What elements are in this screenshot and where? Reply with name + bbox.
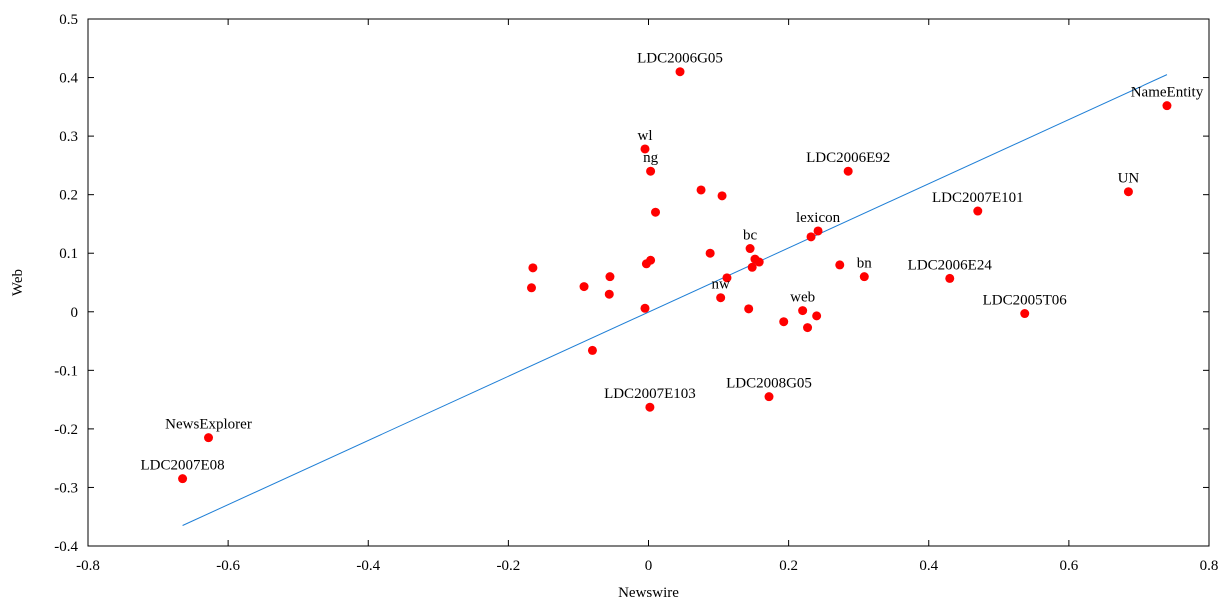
x-tick-label: -0.2 [497,558,521,574]
x-tick-label: -0.8 [76,558,100,574]
y-tick-label: 0.2 [59,188,78,204]
point-label: bn [857,256,873,272]
data-point [716,293,726,303]
data-point [705,248,715,258]
data-point [651,207,661,217]
data-point [722,273,732,283]
y-tick-label: 0.1 [59,246,78,262]
data-point [604,289,614,299]
point-label: NameEntity [1131,85,1204,101]
data-point [640,303,650,313]
y-tick-label: 0 [71,305,79,321]
point-label: LDC2006G05 [637,51,723,67]
point-label: LDC2005T06 [983,293,1068,309]
data-point [764,392,774,402]
y-tick-label: -0.3 [54,480,78,496]
data-point [754,257,764,267]
point-label: NewsExplorer [165,417,252,433]
data-point [579,282,589,292]
x-axis-ticks: -0.8 -0.6 -0.4 -0.2 0 0.2 0.4 0.6 0.8 [76,19,1218,574]
data-point [717,191,727,201]
data-point [803,323,813,333]
data-point [806,232,816,242]
point-labels: LDC2006G05 NameEntity wl ng LDC2006E92 UN LDC2… [140,51,1203,474]
point-label: LDC2007E101 [932,190,1024,206]
data-point [178,474,188,484]
y-axis-ticks: -0.4 -0.3 -0.2 -0.1 0 0.1 0.2 0.3 0.4 0.5 [54,12,1209,555]
point-label: lexicon [796,210,841,226]
point-label: LDC2006E92 [806,150,890,166]
point-label: nw [711,277,730,293]
point-label: wl [637,128,652,144]
point-label: ng [643,150,659,166]
data-point [1020,309,1030,319]
point-label: LDC2007E08 [140,458,224,474]
x-tick-label: 0.2 [779,558,798,574]
data-point [747,262,757,272]
data-point [204,433,214,443]
data-point [641,259,651,269]
y-tick-label: -0.4 [54,539,78,555]
x-tick-label: 0 [645,558,653,574]
data-point [835,260,845,270]
y-tick-label: -0.1 [54,363,78,379]
data-points [178,67,1172,484]
data-point [813,226,823,236]
x-tick-label: 0.4 [919,558,938,574]
x-tick-label: -0.4 [356,558,380,574]
point-label: UN [1118,171,1140,187]
data-point [1162,101,1172,111]
data-point [696,185,706,195]
data-point [744,304,754,314]
data-point [843,166,853,176]
y-tick-label: 0.4 [59,71,78,87]
x-axis-title: Newswire [618,585,679,601]
data-point [859,272,869,282]
data-point [745,244,755,254]
data-point [779,317,789,327]
plot-frame [87,18,1210,547]
point-label: web [790,290,815,306]
x-tick-label: 0.6 [1060,558,1079,574]
data-point [798,306,808,316]
data-point [605,272,615,282]
data-point [675,67,685,77]
data-point [645,402,655,412]
data-point [528,263,538,273]
data-point [587,345,597,355]
data-point [973,206,983,216]
data-point [1123,187,1133,197]
data-point [945,273,955,283]
data-point [526,283,536,293]
point-label: LDC2006E24 [908,257,993,273]
y-tick-label: 0.3 [59,129,78,145]
y-axis-title: Web [10,269,26,296]
y-tick-label: 0.5 [59,12,78,28]
point-label: bc [743,228,758,244]
x-tick-label: -0.6 [216,558,240,574]
regression-line [182,74,1168,526]
point-label: LDC2007E103 [604,386,696,402]
point-label: LDC2008G05 [726,376,812,392]
x-tick-label: 0.8 [1200,558,1219,574]
data-point [640,144,650,154]
data-point [812,311,822,321]
y-tick-label: -0.2 [54,422,78,438]
data-point [646,166,656,176]
